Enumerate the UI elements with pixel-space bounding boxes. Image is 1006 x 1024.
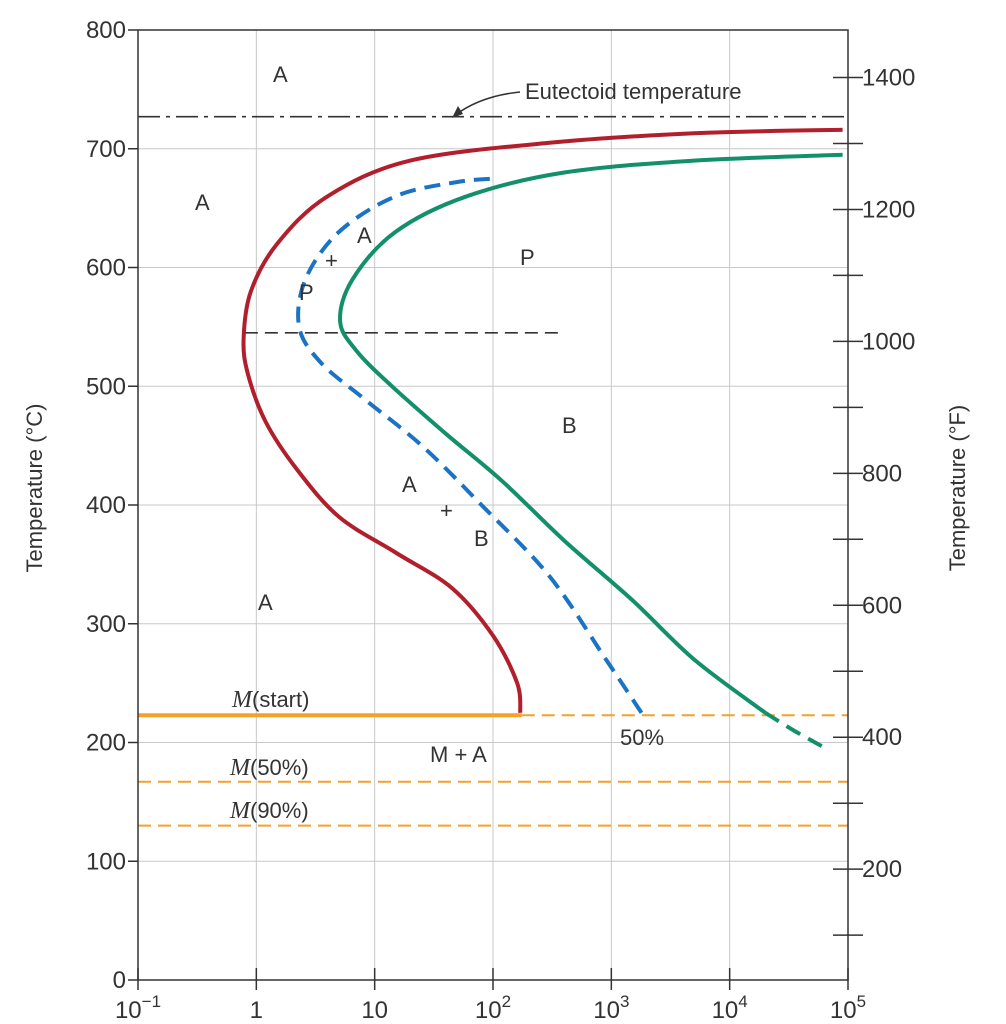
transformation-curve-2 — [296, 176, 644, 714]
reference-lines — [138, 115, 848, 827]
arrowhead-icon — [452, 106, 463, 118]
region-label-a-plus-b-a: A — [402, 472, 417, 497]
transformation-curves — [241, 127, 843, 748]
y-left-tick-label: 400 — [86, 492, 126, 519]
region-label-a-plus-p-p: P — [299, 280, 314, 305]
y-left-tick-label: 100 — [86, 848, 126, 875]
y-left-tick-label: 600 — [86, 255, 126, 282]
x-tick-label: 10 — [361, 997, 388, 1024]
tick-labels: 0 100 200 300 400 500 600 700 800 200 400 600 800 100… — [86, 17, 915, 1024]
transformation-curve-3 — [338, 152, 843, 715]
x-tick-label: 105 — [830, 992, 866, 1024]
y-left-tick-label: 0 — [113, 967, 126, 994]
axes — [128, 29, 863, 990]
y-right-tick-label: 800 — [862, 460, 902, 487]
region-label-austenite-top: A — [273, 62, 288, 87]
y-left-tick-label: 200 — [86, 730, 126, 757]
region-label-m-plus-a: M + A — [430, 742, 487, 767]
region-label-a-plus-b-b: B — [474, 526, 489, 551]
y-axis-left-title: Temperature (°C) — [22, 404, 47, 573]
region-label-bainite: B — [562, 413, 577, 438]
eutectoid-annotation-arrow-icon — [453, 91, 521, 117]
y-axis-right-title: Temperature (°F) — [945, 405, 970, 572]
x-tick-label: 10−1 — [115, 992, 161, 1024]
x-tick-label: 1 — [250, 997, 263, 1024]
m-90-label: M(90%) — [229, 798, 309, 824]
y-right-tick-label: 1000 — [862, 328, 915, 355]
y-right-tick-label: 200 — [862, 856, 902, 883]
region-label-a-plus-p-a: A — [357, 223, 372, 248]
region-label-a-plus-p-plus: + — [325, 248, 338, 273]
eutectoid-label: Eutectoid temperature — [525, 79, 741, 104]
region-label-austenite-lower: A — [258, 590, 273, 615]
y-left-tick-label: 300 — [86, 611, 126, 638]
region-label-austenite-left: A — [195, 190, 210, 215]
transformation-curve-1 — [241, 127, 843, 714]
y-left-tick-label: 700 — [86, 136, 126, 163]
y-right-tick-label: 400 — [862, 724, 902, 751]
y-right-tick-label: 600 — [862, 592, 902, 619]
region-label-pearlite: P — [520, 245, 535, 270]
y-right-tick-label: 1200 — [862, 196, 915, 223]
y-right-tick-label: 1400 — [862, 65, 915, 92]
m-50-label: M(50%) — [229, 755, 309, 781]
region-label-a-plus-b-plus: + — [440, 498, 453, 523]
m-start-label: M(start) — [231, 687, 309, 713]
x-tick-label: 104 — [712, 992, 748, 1024]
grid-lines — [138, 30, 848, 980]
y-left-tick-label: 500 — [86, 373, 126, 400]
x-tick-label: 103 — [593, 992, 629, 1024]
fifty-percent-label: 50% — [620, 725, 664, 750]
transformation-curve-4 — [764, 711, 823, 748]
x-tick-label: 102 — [475, 992, 511, 1024]
y-left-tick-label: 800 — [86, 17, 126, 44]
